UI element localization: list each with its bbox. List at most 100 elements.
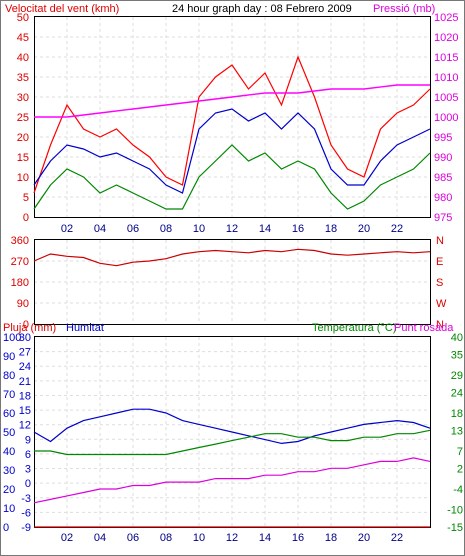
- y-tick-label-rain: 21: [19, 376, 31, 388]
- y-tick-label-pressure: 975: [434, 212, 452, 224]
- y-tick-label-pressure: 1020: [434, 32, 458, 44]
- y-tick-label-rain: 6: [25, 449, 31, 461]
- x-tick-label: 18: [325, 223, 337, 235]
- x-tick-label: 16: [292, 223, 304, 235]
- y-tick-label-temperature: -15: [447, 522, 463, 534]
- y-tick-label-pressure: 1025: [434, 12, 458, 24]
- series-line-gust: [33, 55, 431, 194]
- y-tick-label-wind: 50: [17, 12, 29, 24]
- y-tick-label-temperature: -4: [453, 484, 463, 496]
- y-tick-label-humidity: 10: [3, 503, 15, 515]
- y-tick-label-humidity: 20: [3, 484, 15, 496]
- y-tick-label-wind: 30: [17, 92, 29, 104]
- series-line-humidity: [33, 408, 431, 445]
- y-tick-label-humidity: 70: [3, 389, 15, 401]
- x-tick-label: 22: [391, 223, 403, 235]
- y-tick-label-pressure: 995: [434, 132, 452, 144]
- x-tick-label: 10: [193, 223, 205, 235]
- x-tick-label: 16: [292, 532, 304, 544]
- y-tick-label-humidity: 60: [3, 408, 15, 420]
- y-tick-label-rain: -9: [21, 522, 31, 534]
- y-tick-label-humidity: 0: [3, 522, 9, 534]
- y-tick-label-direction: 360: [11, 235, 29, 247]
- panel3-series: [33, 408, 431, 528]
- chart-title: 24 hour graph day : 08 Febrero 2009: [172, 3, 352, 15]
- x-tick-label: 14: [259, 223, 271, 235]
- y-tick-label-pressure: 1005: [434, 92, 458, 104]
- x-tick-label: 04: [94, 223, 106, 235]
- panel1-grid: [34, 17, 430, 217]
- y-tick-label-compass: W: [436, 298, 447, 310]
- y-tick-label-wind: 45: [17, 32, 29, 44]
- panel1-ticks: 0510152025303540455097598098599099510001…: [17, 12, 459, 235]
- panel2-series: [33, 248, 431, 267]
- y-tick-label-wind: 15: [17, 152, 29, 164]
- x-tick-label: 12: [226, 223, 238, 235]
- x-tick-label: 12: [226, 532, 238, 544]
- y-tick-label-humidity: 40: [3, 446, 15, 458]
- panel1-series: [33, 55, 431, 210]
- y-tick-label-direction: 270: [11, 256, 29, 268]
- y-tick-label-direction: 0: [23, 319, 29, 331]
- y-tick-label-wind: 20: [17, 132, 29, 144]
- series-line-dewpoint: [33, 457, 431, 504]
- x-tick-label: 06: [127, 532, 139, 544]
- y-tick-label-rain: -6: [21, 507, 31, 519]
- x-tick-label: 20: [358, 223, 370, 235]
- temperature-axis-label: Temperatura (°C): [312, 322, 396, 334]
- series-line-wind-min: [33, 144, 431, 210]
- y-tick-label-humidity: 30: [3, 465, 15, 477]
- y-tick-label-wind: 0: [23, 212, 29, 224]
- y-tick-label-temperature: 35: [451, 349, 463, 361]
- panel3-grid: [34, 337, 430, 527]
- y-tick-label-temperature: 7: [457, 446, 463, 458]
- y-tick-label-rain: 24: [19, 361, 31, 373]
- x-tick-label: 04: [94, 532, 106, 544]
- y-tick-label-pressure: 1000: [434, 112, 458, 124]
- wind-axis-label: Velocitat del vent (kmh): [5, 3, 119, 15]
- y-tick-label-wind: 40: [17, 52, 29, 64]
- y-tick-label-pressure: 1015: [434, 52, 458, 64]
- x-tick-label: 18: [325, 532, 337, 544]
- y-tick-label-rain: 9: [25, 434, 31, 446]
- y-tick-label-temperature: 29: [451, 370, 463, 382]
- y-tick-label-pressure: 985: [434, 172, 452, 184]
- x-tick-label: 22: [391, 532, 403, 544]
- y-tick-label-rain: -3: [21, 493, 31, 505]
- x-tick-label: 14: [259, 532, 271, 544]
- x-tick-label: 10: [193, 532, 205, 544]
- y-tick-label-compass: N: [436, 319, 444, 331]
- y-tick-label-rain: 15: [19, 405, 31, 417]
- y-tick-label-compass: S: [436, 277, 443, 289]
- panel2-frame: [34, 239, 431, 325]
- x-tick-label: 02: [61, 532, 73, 544]
- y-tick-label-temperature: 2: [457, 463, 463, 475]
- y-tick-label-humidity: 50: [3, 427, 15, 439]
- y-tick-label-rain: 0: [25, 478, 31, 490]
- y-tick-label-compass: N: [436, 235, 444, 247]
- series-line-direction: [33, 248, 431, 267]
- pressure-axis-label: Pressió (mb): [373, 3, 435, 15]
- y-tick-label-temperature: 40: [451, 332, 463, 344]
- rain-axis-label: Pluja (mm): [3, 322, 56, 334]
- panel3-ticks: 0102030405060708090100-9-6-3036912151821…: [3, 332, 463, 544]
- y-tick-label-direction: 180: [11, 277, 29, 289]
- humidity-axis-label: Humitat: [66, 322, 104, 334]
- y-tick-label-pressure: 1010: [434, 72, 458, 84]
- x-tick-label: 08: [160, 532, 172, 544]
- y-tick-label-wind: 10: [17, 172, 29, 184]
- y-tick-label-pressure: 980: [434, 192, 452, 204]
- x-tick-label: 02: [61, 223, 73, 235]
- y-tick-label-wind: 25: [17, 112, 29, 124]
- y-tick-label-pressure: 990: [434, 152, 452, 164]
- y-tick-label-temperature: 13: [451, 425, 463, 437]
- series-line-wind: [33, 108, 431, 194]
- y-tick-label-temperature: -10: [447, 505, 463, 517]
- x-tick-label: 08: [160, 223, 172, 235]
- series-line-temperature: [34, 429, 431, 456]
- dewpoint-axis-label: Punt rosada: [394, 322, 454, 334]
- y-tick-label-rain: 3: [25, 464, 31, 476]
